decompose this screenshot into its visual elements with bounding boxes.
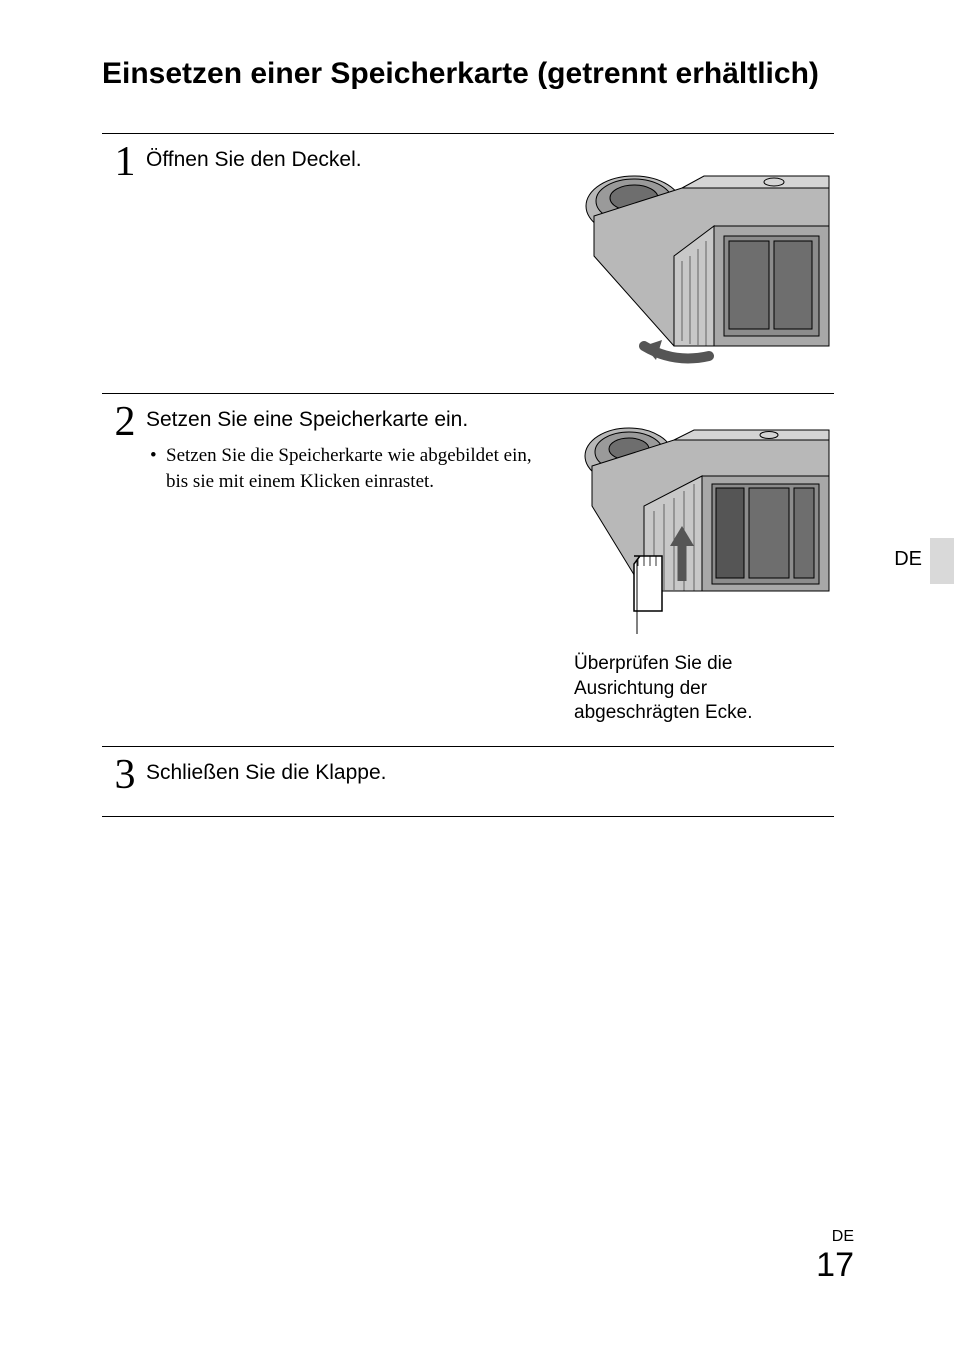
step-figure [574, 146, 834, 366]
step-body: Öffnen Sie den Deckel. [146, 146, 834, 366]
step-body: Schließen Sie die Klappe. [146, 759, 834, 796]
step-instruction: Setzen Sie eine Speicherkarte ein. [146, 406, 554, 433]
page-footer: DE 17 [816, 1228, 854, 1285]
step-instruction: Schließen Sie die Klappe. [146, 759, 814, 786]
step-number: 1 [110, 138, 140, 186]
language-label: DE [894, 548, 922, 571]
footer-language: DE [816, 1228, 854, 1246]
step-bullet: Setzen Sie die Speicherkarte wie abgebil… [146, 443, 554, 494]
step-1: 1 Öffnen Sie den Deckel. [102, 133, 834, 393]
step-figure: Überprüfen Sie die Ausrichtung der abges… [574, 406, 834, 726]
step-text: Schließen Sie die Klappe. [146, 759, 834, 796]
footer-page-number: 17 [816, 1246, 854, 1284]
step-number: 2 [110, 398, 140, 446]
language-tab [930, 538, 954, 584]
step-body: Setzen Sie eine Speicherkarte ein. Setze… [146, 406, 834, 726]
step-2: 2 Setzen Sie eine Speicherkarte ein. Set… [102, 393, 834, 746]
step-instruction: Öffnen Sie den Deckel. [146, 146, 554, 173]
step-text: Öffnen Sie den Deckel. [146, 146, 574, 366]
figure-caption: Überprüfen Sie die Ausrichtung der abges… [574, 652, 834, 726]
step-number: 3 [110, 751, 140, 799]
camera-open-cover-icon [574, 146, 834, 366]
camera-insert-card-icon [574, 406, 834, 636]
step-3: 3 Schließen Sie die Klappe. [102, 746, 834, 817]
manual-page: DE Einsetzen einer Speicherkarte (getren… [0, 0, 954, 1345]
step-text: Setzen Sie eine Speicherkarte ein. Setze… [146, 406, 574, 726]
content-area: Einsetzen einer Speicherkarte (getrennt … [102, 54, 834, 817]
page-title: Einsetzen einer Speicherkarte (getrennt … [102, 54, 834, 93]
